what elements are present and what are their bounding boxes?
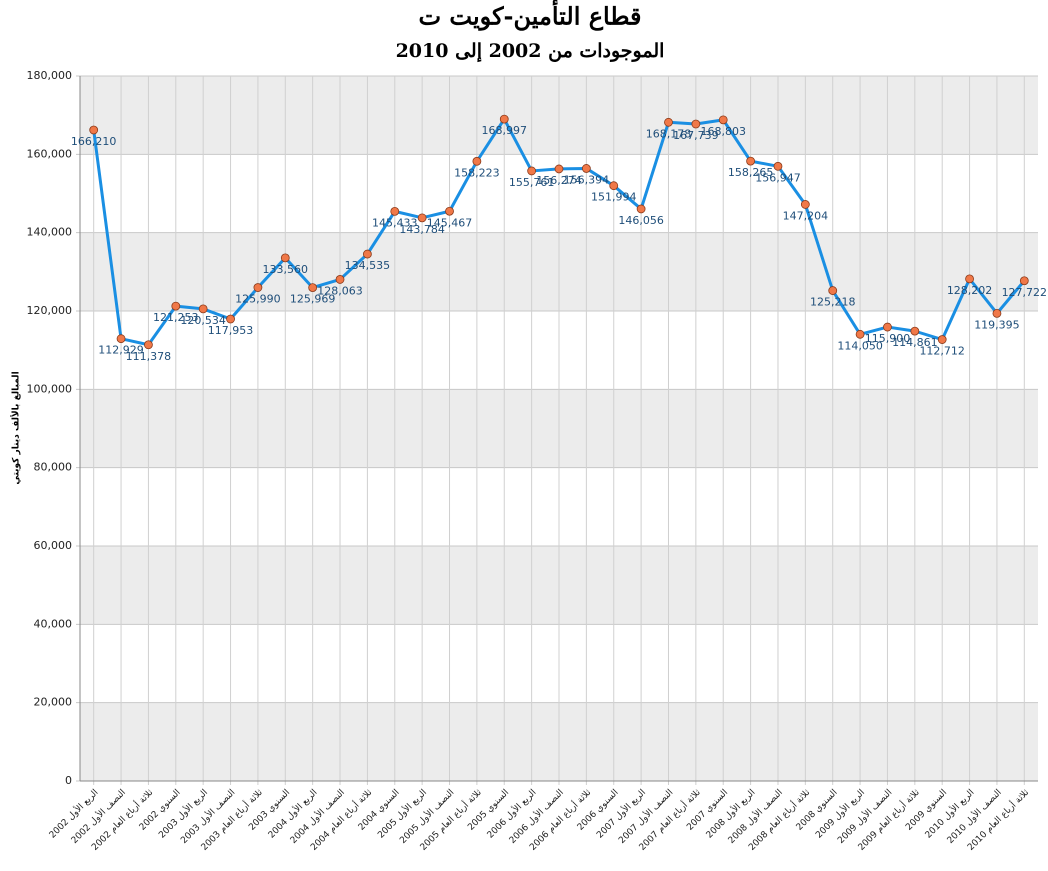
point: [335, 275, 345, 284]
value-label: 166,210: [71, 135, 117, 148]
point: [773, 161, 783, 171]
value-label: 121,253: [153, 311, 199, 324]
point: [965, 274, 974, 284]
point: [499, 114, 509, 124]
value-label: 128,063: [317, 284, 363, 297]
point: [171, 301, 181, 311]
value-label: 128,202: [947, 284, 993, 297]
value-label: 125,969: [290, 293, 336, 306]
value-label: 115,900: [865, 332, 911, 345]
value-label: 114,861: [892, 336, 938, 349]
point: [144, 340, 153, 350]
point: [280, 253, 290, 263]
x-tick-label: الربع الأول 2002: [46, 786, 100, 840]
value-label: 114,050: [837, 339, 883, 352]
value-label: 133,560: [263, 263, 309, 276]
point: [1019, 276, 1029, 286]
value-label: 127,722: [1002, 286, 1048, 299]
point: [527, 166, 537, 176]
value-label: 158,265: [728, 166, 774, 179]
y-tick-label: 20,000: [34, 696, 73, 709]
point: [445, 206, 454, 216]
point: [198, 304, 208, 314]
point: [800, 200, 810, 209]
point: [253, 283, 263, 292]
y-tick-label: 80,000: [34, 461, 73, 474]
value-label: 168,997: [482, 124, 528, 137]
value-label: 155,761: [509, 176, 555, 189]
value-label: 146,056: [618, 214, 664, 227]
point: [855, 329, 865, 339]
point: [992, 308, 1002, 318]
value-label: 111,378: [126, 350, 172, 363]
y-tick-label: 60,000: [34, 539, 73, 552]
value-label: 156,394: [564, 173, 610, 186]
point: [609, 181, 619, 191]
point: [718, 115, 728, 125]
point: [554, 164, 564, 174]
point: [308, 283, 318, 293]
point: [691, 119, 701, 129]
y-tick-label: 120,000: [27, 304, 73, 317]
point: [390, 206, 400, 216]
value-label: 158,223: [454, 166, 500, 179]
y-axis-label: المبالغ بالألف دينار كويتي: [10, 371, 22, 484]
value-label: 145,433: [372, 216, 418, 229]
point: [937, 335, 947, 344]
value-label: 112,712: [919, 345, 965, 358]
point: [362, 249, 372, 259]
point: [746, 156, 755, 166]
value-label: 168,178: [646, 127, 692, 140]
value-label: 125,218: [810, 296, 856, 309]
point: [636, 204, 646, 214]
point: [828, 286, 838, 295]
value-label: 156,947: [755, 171, 801, 184]
point: [581, 164, 591, 173]
y-tick-label: 0: [65, 774, 72, 787]
value-label: 117,953: [208, 324, 254, 337]
value-label: 119,395: [974, 318, 1020, 331]
point: [472, 156, 482, 166]
value-label: 145,467: [427, 216, 473, 229]
point: [226, 314, 235, 324]
chart-subtitle: الموجودات من 2002 إلى 2010: [396, 40, 665, 63]
chart-title: قطاع التأمين-كويت ت: [418, 0, 641, 32]
y-tick-label: 140,000: [27, 226, 73, 239]
value-label: 168,803: [700, 125, 746, 138]
point: [89, 125, 99, 135]
point: [664, 117, 673, 127]
value-label: 143,784: [399, 223, 445, 236]
value-label: 147,204: [783, 209, 829, 222]
value-label: 134,535: [345, 259, 391, 272]
y-tick-label: 40,000: [34, 617, 73, 630]
point: [910, 326, 920, 336]
value-label: 112,929: [98, 344, 144, 357]
y-tick-label: 160,000: [27, 147, 73, 160]
y-tick-label: 180,000: [27, 69, 73, 82]
value-label: 125,990: [235, 293, 281, 306]
point: [417, 213, 427, 223]
value-label: 167,739: [673, 129, 719, 142]
point: [883, 322, 892, 332]
value-label: 156,274: [536, 174, 582, 187]
value-label: 151,994: [591, 191, 637, 204]
point: [116, 334, 126, 344]
y-tick-label: 100,000: [27, 382, 73, 395]
value-label: 120,534: [180, 314, 226, 327]
